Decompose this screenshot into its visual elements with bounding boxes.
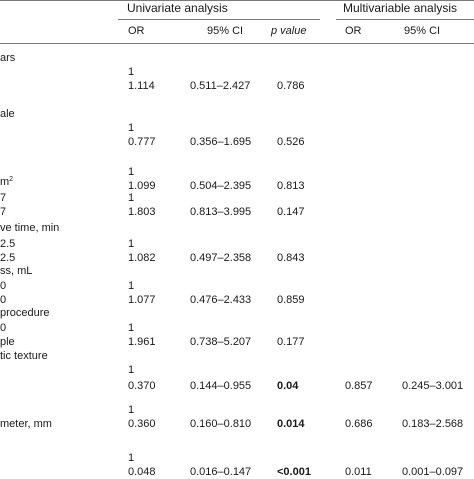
univariate-group-header: Univariate analysis <box>127 1 228 15</box>
column-header-univariate-or: OR <box>128 25 145 37</box>
univariate-or-value: 1 <box>128 280 135 292</box>
univariate-ci-value: 0.476–2.433 <box>190 294 252 306</box>
univariate-p-value: 0.813 <box>277 180 305 192</box>
row-label: 7 <box>0 192 7 204</box>
univariate-ci-value: 0.504–2.395 <box>190 180 252 192</box>
univariate-or-value: 1.077 <box>128 294 156 306</box>
univariate-or-value: 1.082 <box>128 252 156 264</box>
univariate-p-value: 0.04 <box>277 380 299 392</box>
column-header-multivariable-ci: 95% CI <box>404 25 441 37</box>
row-label: ars <box>0 52 16 64</box>
multivariable-or-value: 0.686 <box>345 418 373 430</box>
multivariable-ci-value: 0.245–3.001 <box>402 380 464 392</box>
multivariable-or-value: 0.011 <box>345 466 372 478</box>
univariate-p-value: 0.147 <box>277 206 305 218</box>
univariate-or-value: 1 <box>128 66 135 78</box>
column-header-univariate-ci: 95% CI <box>207 25 244 37</box>
row-label: 0 <box>0 280 7 292</box>
row-label: ple <box>0 336 15 348</box>
multivariable-ci-value: 0.183–2.568 <box>402 418 464 430</box>
header-top-rule <box>0 0 474 1</box>
univariate-or-value: 1 <box>128 238 135 250</box>
univariate-p-value: 0.843 <box>277 252 305 264</box>
univariate-or-value: 1 <box>128 166 135 178</box>
row-label: procedure <box>0 307 50 319</box>
row-label: ve time, min <box>0 222 60 234</box>
univariate-or-value: 0.048 <box>128 466 156 478</box>
univariate-ci-value: 0.356–1.695 <box>190 136 252 148</box>
header-bottom-rule <box>0 43 474 44</box>
multivariable-ci-value: 0.001–0.097 <box>402 466 464 478</box>
univariate-ci-value: 0.016–0.147 <box>190 466 252 478</box>
univariate-or-value: 0.777 <box>128 136 156 148</box>
univariate-p-value: 0.859 <box>277 294 305 306</box>
multivariable-group-header: Multivariable analysis <box>343 1 458 15</box>
univariate-p-value: <0.001 <box>277 466 311 478</box>
univariate-or-value: 1 <box>128 122 135 134</box>
row-label: ss, mL <box>0 265 33 277</box>
univariate-or-value: 1 <box>128 192 135 204</box>
univariate-p-value: 0.014 <box>277 418 305 430</box>
univariate-or-value: 0.370 <box>128 380 156 392</box>
univariate-or-value: 1.114 <box>128 80 155 92</box>
univariate-or-value: 1 <box>128 364 135 376</box>
univariate-ci-value: 0.497–2.358 <box>190 252 252 264</box>
univariate-or-value: 0.360 <box>128 418 156 430</box>
univariate-or-value: 1.803 <box>128 206 156 218</box>
univariate-p-value: 0.526 <box>277 136 305 148</box>
univariate-or-value: 1.961 <box>128 336 156 348</box>
univariate-ci-value: 0.160–0.810 <box>190 418 252 430</box>
univariate-or-value: 1 <box>128 452 135 464</box>
univariate-or-value: 1.099 <box>128 180 156 192</box>
row-label: ale <box>0 108 15 120</box>
column-header-univariate-p: p value <box>271 25 307 37</box>
row-label: 2.5 <box>0 238 16 250</box>
univariate-ci-value: 0.511–2.427 <box>190 80 251 92</box>
row-label: meter, mm <box>0 418 52 430</box>
row-label: tic texture <box>0 350 48 362</box>
row-label: 0 <box>0 322 7 334</box>
univariate-ci-value: 0.144–0.955 <box>190 380 252 392</box>
univariate-p-value: 0.786 <box>277 80 305 92</box>
row-label: 0 <box>0 294 7 306</box>
column-header-multivariable-or: OR <box>345 25 362 37</box>
row-label: m2 <box>0 176 14 188</box>
row-label: 2.5 <box>0 252 16 264</box>
univariate-ci-value: 0.813–3.995 <box>190 206 252 218</box>
row-label: 7 <box>0 206 7 218</box>
univariate-or-value: 1 <box>128 404 135 416</box>
multivariable-or-value: 0.857 <box>345 380 373 392</box>
univariate-p-value: 0.177 <box>277 336 305 348</box>
univariate-group-rule <box>118 19 320 20</box>
univariate-ci-value: 0.738–5.207 <box>190 336 252 348</box>
row-label-superscript: 2 <box>9 176 14 183</box>
multivariable-group-rule <box>336 19 474 20</box>
univariate-or-value: 1 <box>128 322 135 334</box>
